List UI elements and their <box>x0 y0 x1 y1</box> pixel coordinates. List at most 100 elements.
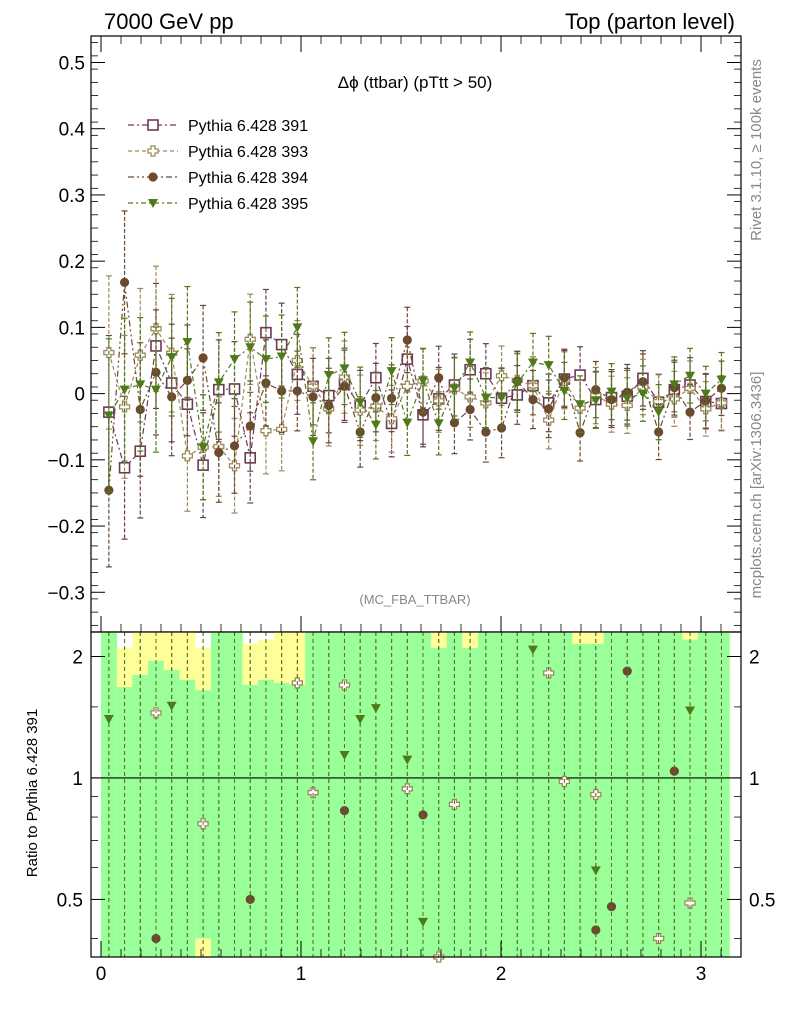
header-left: 7000 GeV pp <box>104 9 234 34</box>
analysis-label: (MC_FBA_TTBAR) <box>359 592 470 607</box>
x-tick-label: 2 <box>496 964 507 985</box>
data-point <box>245 343 256 353</box>
series-line <box>108 325 722 448</box>
data-point <box>527 358 538 368</box>
data-point <box>465 358 476 368</box>
series-4 <box>103 285 727 501</box>
data-point <box>386 367 397 377</box>
ratio-point <box>652 932 665 945</box>
data-point <box>496 393 507 403</box>
data-point <box>292 323 303 333</box>
main-y-axis: −0.3 −0.2 −0.1 0 0.1 0.2 0.3 0.4 0.5 <box>47 42 741 626</box>
data-point <box>418 376 429 386</box>
data-point <box>355 398 366 408</box>
ratio-point <box>370 704 381 714</box>
data-point <box>512 379 523 389</box>
y-tick-label: −0.3 <box>47 583 85 604</box>
y-tick-label: −0.2 <box>47 517 85 538</box>
data-point <box>637 389 648 399</box>
data-point <box>685 371 696 381</box>
ratio-series-3 <box>103 632 722 957</box>
data-point <box>119 277 130 287</box>
data-point <box>213 378 224 388</box>
ratio-y-tick-label-right: 2 <box>749 647 760 668</box>
data-point <box>276 352 287 362</box>
ratio-point <box>685 706 696 716</box>
data-point <box>119 385 130 395</box>
ratio-marks <box>103 632 722 963</box>
ratio-point <box>543 667 555 679</box>
legend-marker <box>147 119 159 131</box>
legend-label: Pythia 6.428 393 <box>188 144 308 161</box>
data-point <box>652 395 665 408</box>
data-point <box>590 396 601 406</box>
data-point <box>480 393 491 403</box>
data-point <box>465 404 475 415</box>
data-point <box>260 425 272 437</box>
band-inner <box>289 684 306 957</box>
data-point <box>685 407 695 417</box>
data-point <box>166 353 177 363</box>
y-tick-label: 0 <box>74 385 85 406</box>
main-marks <box>103 210 728 568</box>
ratio-y-tick-label-right: 1 <box>749 769 760 790</box>
data-point <box>543 414 555 426</box>
data-point <box>543 361 554 371</box>
data-point <box>229 441 240 451</box>
ratio-y-label: Ratio to Pythia 6.428 391 <box>24 709 41 877</box>
x-tick-label: 0 <box>96 964 107 985</box>
data-point <box>118 401 131 413</box>
data-point <box>182 337 193 347</box>
data-point <box>434 373 444 383</box>
ratio-point <box>103 714 114 724</box>
data-point <box>229 355 240 365</box>
x-tick-label: 3 <box>696 964 707 985</box>
ratio-point <box>622 666 632 676</box>
data-point <box>339 364 350 374</box>
y-tick-label: −0.1 <box>47 451 85 472</box>
legend-label: Pythia 6.428 391 <box>188 118 308 135</box>
y-tick-label: 0.5 <box>59 53 85 74</box>
data-point <box>464 391 476 403</box>
band-inner <box>258 679 275 957</box>
data-point <box>385 413 398 425</box>
ratio-point <box>527 645 538 655</box>
data-point <box>370 420 381 430</box>
ratio-point <box>166 701 177 711</box>
data-point <box>402 418 413 428</box>
legend-marker <box>148 172 158 182</box>
series-2 <box>103 265 728 514</box>
main-panel: −0.3 −0.2 −0.1 0 0.1 0.2 0.3 0.4 0.5 Δϕ (ttbar) … <box>47 35 742 633</box>
data-point <box>528 394 538 405</box>
data-point <box>716 383 727 393</box>
header-right: Top (parton level) <box>565 9 735 34</box>
data-point <box>481 427 491 437</box>
data-point <box>135 380 146 390</box>
data-point <box>449 384 460 394</box>
ratio-point <box>402 755 413 765</box>
ratio-y-tick-label: 2 <box>72 647 83 668</box>
data-point <box>669 380 680 390</box>
y-tick-label: 0.3 <box>59 186 85 207</box>
data-point <box>701 396 711 406</box>
data-point <box>544 404 554 414</box>
data-point <box>606 387 617 397</box>
series-line <box>108 331 722 469</box>
data-point <box>559 386 570 396</box>
x-axis: 0 1 2 3 <box>96 36 722 985</box>
ratio-frame <box>90 631 742 958</box>
data-point <box>308 392 318 402</box>
legend-marker <box>147 145 159 157</box>
data-point <box>591 385 601 395</box>
legend-label: Pythia 6.428 395 <box>188 196 308 213</box>
ratio-point <box>339 751 350 761</box>
x-tick-label: 1 <box>296 964 307 985</box>
data-point <box>575 400 586 410</box>
data-point <box>292 386 302 396</box>
ratio-y-tick-label: 0.5 <box>57 890 83 911</box>
data-point <box>622 394 633 404</box>
data-point <box>606 394 617 405</box>
ratio-y-tick-label-right: 0.5 <box>749 890 775 911</box>
data-point <box>433 419 444 429</box>
